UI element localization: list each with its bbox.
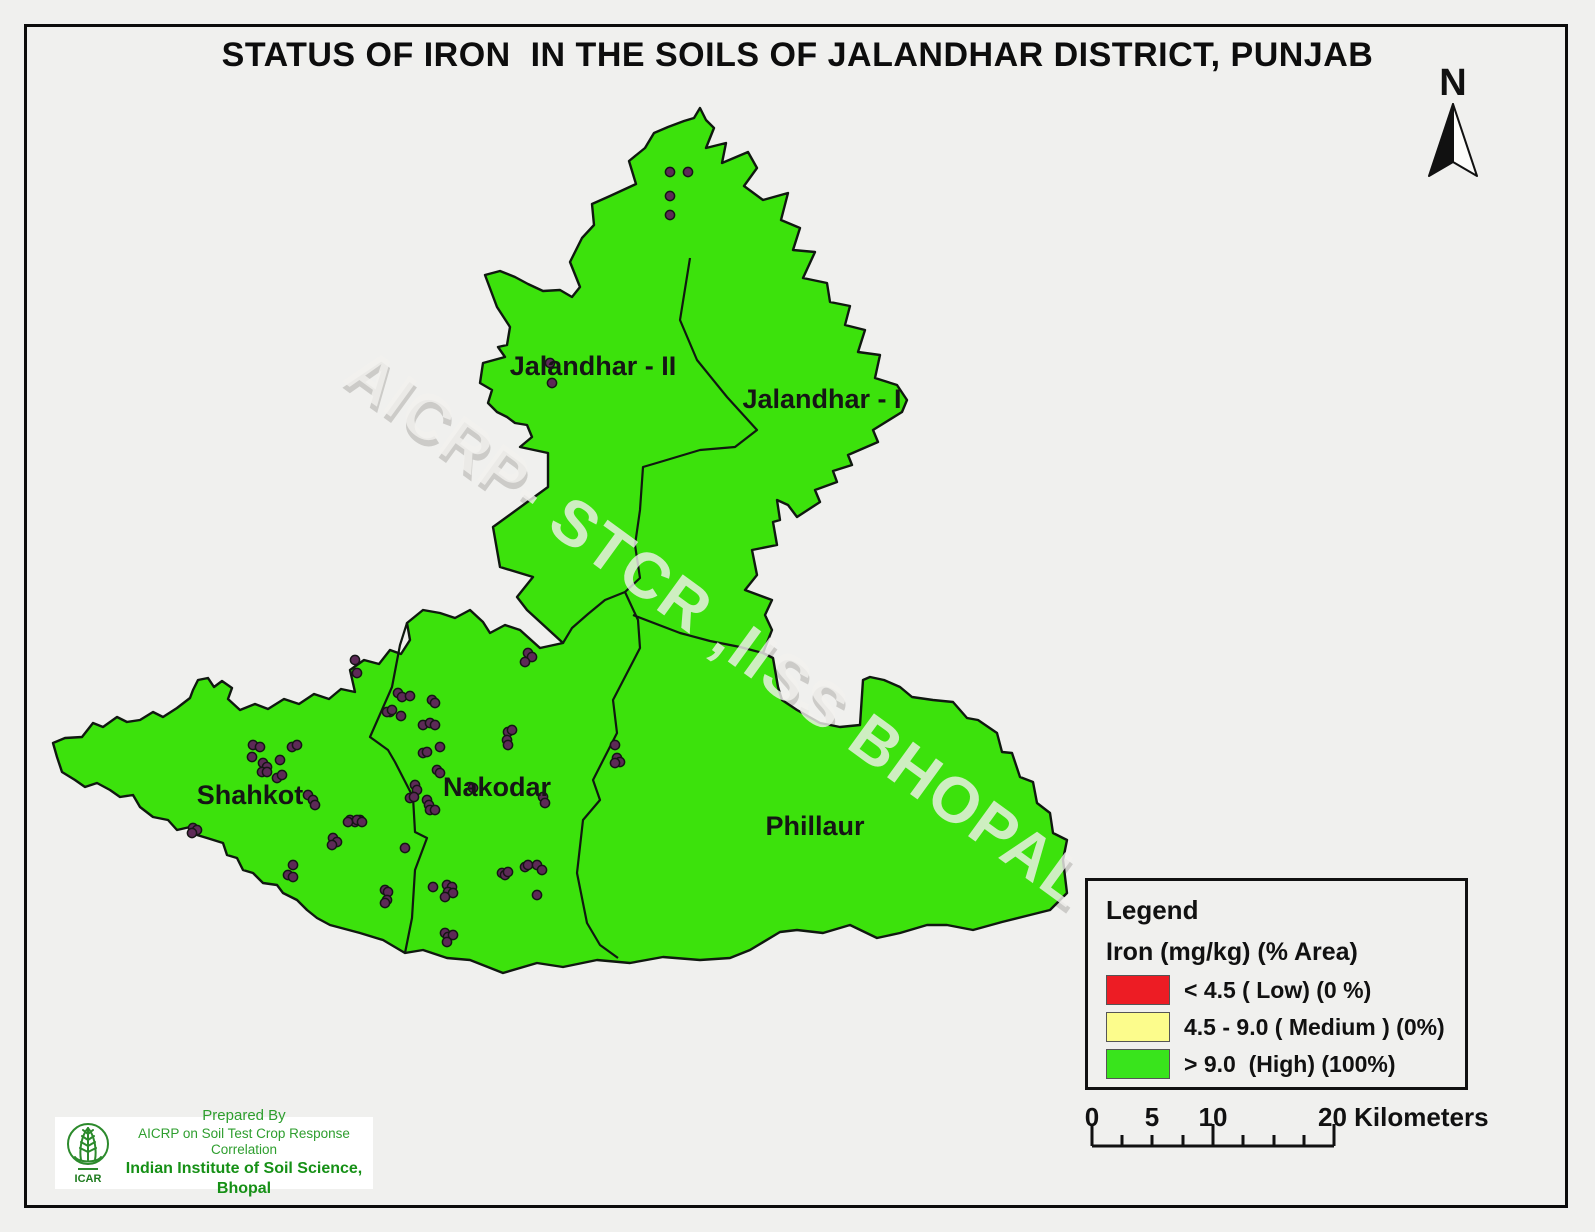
sample-point [379,897,391,909]
legend-title: Legend [1106,895,1199,925]
district-outline [51,106,1069,975]
sample-point [309,799,321,811]
region-label-phillaur: Phillaur [765,811,865,841]
sample-point [429,719,441,731]
sample-point [536,864,548,876]
boundary-jalandhar2-jalandhar1 [624,257,759,593]
sample-point [276,769,288,781]
sample-point [427,881,439,893]
sample-point [434,741,446,753]
legend-label-low: < 4.5 ( Low) (0 %) [1184,976,1372,1003]
legend-swatch-low [1106,975,1170,1005]
sample-point [526,651,538,663]
sample-point [467,782,479,794]
sample-point [519,656,531,668]
region-labels-layer: Jalandhar - II Jalandhar - I Shahkot Nakoda… [197,351,902,841]
sample-point [439,891,451,903]
attribution-line-3: Indian Institute of Soil Science, Bhopal [125,1160,363,1198]
sample-point [254,741,266,753]
legend-label-high: > 9.0 (High) (100%) [1184,1050,1396,1077]
sample-point [404,690,416,702]
boundary-nakodar-phillaur [575,591,642,959]
north-arrow-label: N [1439,62,1467,104]
legend-label-medium: 4.5 - 9.0 ( Medium ) (0%) [1184,1013,1445,1040]
sample-point [546,377,558,389]
sample-point [609,757,621,769]
sample-point [429,697,441,709]
scale-label-5: 5 [1144,1102,1160,1132]
sample-point [664,190,676,202]
region-label-jalandhar-ii: Jalandhar - II [510,351,677,381]
sample-point [356,816,368,828]
legend-subtitle: Iron (mg/kg) (% Area) [1106,938,1358,966]
sample-point [395,710,407,722]
sample-point [246,751,258,763]
north-arrow: N [1408,64,1498,187]
attribution-line-2: AICRP on Soil Test Crop Response Correla… [138,1125,350,1158]
sample-point [287,859,299,871]
sample-point [544,357,556,369]
map-title: STATUS OF IRON IN THE SOILS OF JALANDHAR… [221,36,1374,74]
legend-item-low: < 4.5 ( Low) (0 %) [1106,975,1465,1005]
sample-point [502,866,514,878]
legend-item-high: > 9.0 (High) (100%) [1106,1049,1465,1079]
sample-point [261,766,273,778]
sample-point [664,166,676,178]
attribution-line-1: Prepared By [202,1106,286,1124]
sample-point [609,739,621,751]
sample-point [502,739,514,751]
scale-label-20km: 20 Kilometers [1318,1102,1489,1132]
sample-point [291,739,303,751]
north-arrow-icon [1428,103,1478,177]
sample-point [408,791,420,803]
sample-point [326,839,338,851]
sample-point [447,929,459,941]
sample-point [421,746,433,758]
sample-points-layer [186,166,694,948]
sample-point [351,667,363,679]
legend-swatch-medium [1106,1012,1170,1042]
sample-point [539,797,551,809]
sample-point [399,842,411,854]
region-label-jalandhar-i: Jalandhar - I [742,384,901,414]
icar-logo-text: ICAR [75,1173,102,1185]
boundary-nakodar-north [562,590,626,644]
region-label-nakodar: Nakodar [443,772,552,802]
legend-item-medium: 4.5 - 9.0 ( Medium ) (0%) [1106,1012,1465,1042]
tehsil-boundaries [368,257,764,959]
sample-point [287,871,299,883]
attribution-lines: Prepared By AICRP on Soil Test Crop Resp… [121,1107,367,1200]
scale-bar-ticks [1090,1124,1336,1148]
sample-point [522,859,534,871]
sample-point [349,654,361,666]
sample-point [441,936,453,948]
scale-bar: 0 5 10 20 Kilometers [1080,1100,1540,1175]
icar-logo-icon: ICAR [67,1123,109,1185]
sample-point [531,889,543,901]
boundary-shahkot-nakodar [368,622,429,954]
sample-point [506,724,518,736]
region-label-shahkot: Shahkot [197,780,304,810]
sample-point [274,754,286,766]
sample-point [664,209,676,221]
sample-point [429,804,441,816]
legend-swatch-high [1106,1049,1170,1079]
legend-box: Legend Iron (mg/kg) (% Area) < 4.5 ( Low… [1085,878,1468,1090]
attribution-box: ICAR Prepared By AICRP on Soil Test Crop… [55,1107,373,1197]
sample-point [186,827,198,839]
outer-frame [24,24,1568,1208]
boundary-jalandhar1-phillaur [632,613,764,655]
sample-point [386,704,398,716]
sample-point [682,166,694,178]
scale-label-0: 0 [1084,1102,1100,1132]
sample-point [342,816,354,828]
sample-point [434,767,446,779]
